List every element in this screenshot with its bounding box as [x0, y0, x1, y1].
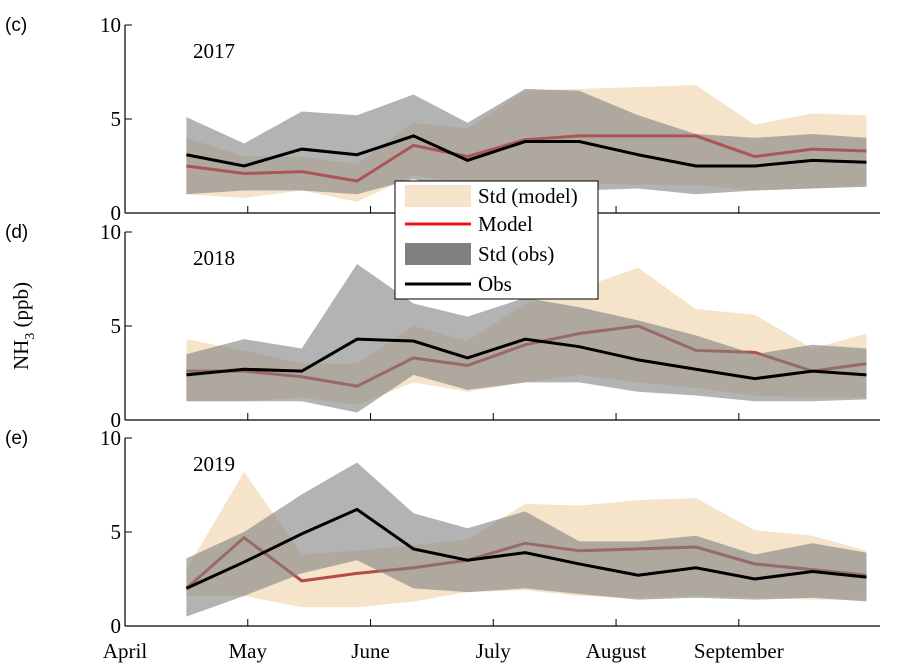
y-axis-label-part: NH: [9, 340, 33, 370]
y-tick-label: 5: [111, 314, 122, 338]
std-band: [186, 88, 867, 198]
y-tick-label: 10: [100, 13, 121, 37]
legend-label: Std (obs): [478, 242, 554, 266]
series-line: [186, 134, 867, 168]
y-tick-label: 0: [111, 201, 122, 225]
legend-swatch: [405, 185, 471, 207]
y-axis-label-part: 3: [23, 333, 38, 340]
y-axis-label: NH3 (ppb): [9, 282, 38, 370]
y-tick-label: 10: [100, 220, 121, 244]
y-tick-label: 10: [100, 426, 121, 450]
x-tick-label: September: [694, 639, 784, 663]
x-tick-label: July: [476, 639, 512, 663]
panel-title: 2018: [193, 246, 235, 270]
y-axis-label-part: (ppb): [9, 282, 33, 333]
panel-label: (c): [5, 15, 27, 36]
series-line: [186, 337, 867, 381]
panel: [185, 462, 867, 617]
panel: [186, 263, 867, 413]
panel-title: 2019: [193, 452, 235, 476]
x-tick-label: May: [229, 639, 268, 663]
legend: Std (model) Model Std (obs) Obs: [394, 180, 599, 300]
series-line: [185, 507, 867, 590]
legend-label: Model: [478, 212, 533, 236]
panel-title: 2017: [193, 39, 235, 63]
legend-label: Obs: [478, 272, 512, 296]
x-tick-label: August: [586, 639, 647, 663]
panel-label: (e): [5, 428, 28, 449]
y-tick-label: 0: [111, 408, 122, 432]
y-tick-label: 5: [111, 520, 122, 544]
panel: [186, 85, 867, 202]
legend-swatch: [405, 243, 471, 265]
legend-label: Std (model): [478, 184, 578, 208]
y-tick-label: 5: [111, 107, 122, 131]
y-tick-label: 0: [111, 614, 122, 638]
x-tick-label: April: [103, 639, 147, 663]
std-band: [186, 462, 867, 617]
panel-label: (d): [5, 222, 28, 243]
x-tick-label: June: [351, 639, 390, 663]
